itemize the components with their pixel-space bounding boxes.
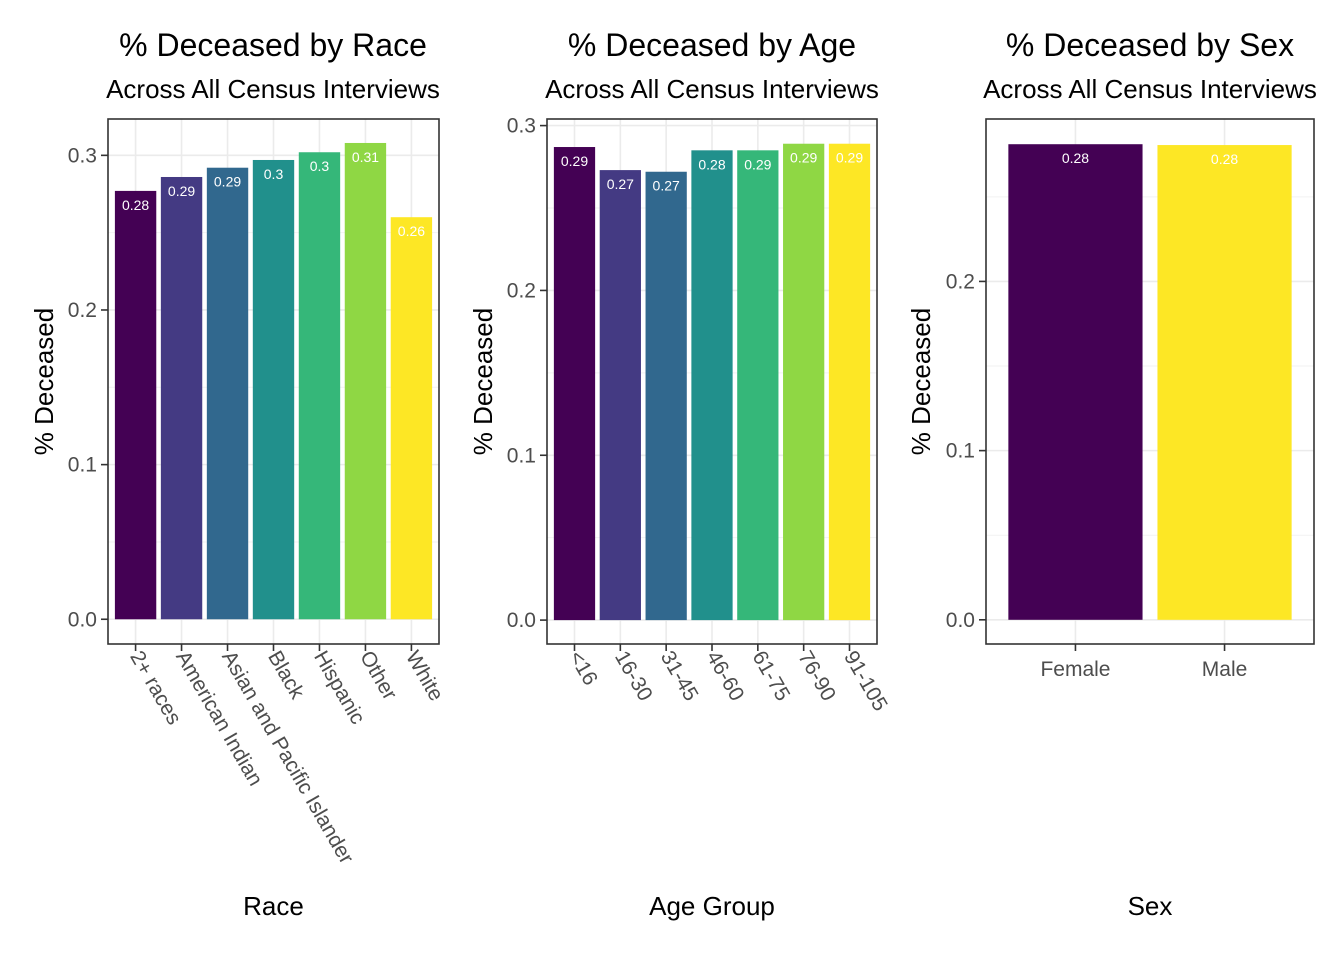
bar-76-90 xyxy=(783,143,825,621)
x-axis-title: Sex xyxy=(1128,891,1173,921)
bar-value-label: 0.26 xyxy=(398,223,425,239)
bar-hispanic xyxy=(298,152,341,620)
x-tick-label: Black xyxy=(263,647,309,703)
y-tick-label: 0.3 xyxy=(68,144,97,167)
chart-title: % Deceased by Age xyxy=(568,27,856,63)
bar-white xyxy=(390,217,433,620)
bar-value-label: 0.27 xyxy=(653,178,680,194)
chart-panel-2: % Deceased by Age Across All Census Inter… xyxy=(468,27,892,921)
x-tick-label: 61-75 xyxy=(748,647,795,705)
chart-panel-1: % Deceased by Race Across All Census Inte… xyxy=(29,27,448,921)
chart-panel-3: % Deceased by Sex Across All Census Inter… xyxy=(906,27,1317,921)
y-tick-label: 0.2 xyxy=(946,270,975,293)
bar-value-label: 0.28 xyxy=(122,197,149,213)
chart-subtitle: Across All Census Interviews xyxy=(106,74,440,104)
y-tick-label: 0.1 xyxy=(946,440,975,463)
y-tick-label: 0.3 xyxy=(507,115,536,138)
bar-91-105 xyxy=(828,143,871,621)
x-tick-label: <16 xyxy=(564,647,602,689)
bar-value-label: 0.29 xyxy=(214,174,241,190)
bar-16-30 xyxy=(599,170,641,621)
y-tick-label: 0.0 xyxy=(68,608,97,631)
y-tick-label: 0.0 xyxy=(946,609,975,632)
x-tick-label: 16-30 xyxy=(610,647,657,705)
chart-subtitle: Across All Census Interviews xyxy=(983,74,1317,104)
bar-black xyxy=(252,159,295,620)
bar-2-races xyxy=(114,190,157,620)
chart-title: % Deceased by Sex xyxy=(1006,27,1294,63)
bar-value-label: 0.28 xyxy=(1211,151,1238,167)
y-axis-title: % Deceased xyxy=(29,308,59,455)
bar-value-label: 0.29 xyxy=(836,150,863,166)
panel-border xyxy=(985,118,1315,645)
bar-46-60 xyxy=(691,150,733,621)
y-tick-label: 0.1 xyxy=(68,454,97,477)
y-tick-label: 0.0 xyxy=(507,609,536,632)
y-axis-title: % Deceased xyxy=(468,308,498,455)
chart-subtitle: Across All Census Interviews xyxy=(545,74,879,104)
bar-female xyxy=(1008,144,1143,620)
x-tick-label: Male xyxy=(1202,658,1248,681)
x-tick-label: 91-105 xyxy=(839,647,892,715)
bar-value-label: 0.29 xyxy=(744,156,771,172)
chart-title: % Deceased by Race xyxy=(119,27,427,63)
x-tick-label: Other xyxy=(355,647,401,704)
y-tick-label: 0.1 xyxy=(507,444,536,467)
x-axis-title: Age Group xyxy=(649,891,775,921)
bar-value-label: 0.28 xyxy=(1062,150,1089,166)
x-tick-label: Female xyxy=(1040,658,1110,681)
bar-value-label: 0.3 xyxy=(310,158,330,174)
bar-value-label: 0.31 xyxy=(352,149,379,165)
bar-value-label: 0.3 xyxy=(264,166,284,182)
x-tick-label: 76-90 xyxy=(793,647,840,705)
bar-male xyxy=(1157,145,1292,620)
bar-other xyxy=(344,142,387,620)
y-tick-label: 0.2 xyxy=(507,279,536,302)
bar-value-label: 0.28 xyxy=(698,156,725,172)
bar-value-label: 0.27 xyxy=(607,176,634,192)
bar--16 xyxy=(553,147,596,621)
x-tick-label: 31-45 xyxy=(656,647,703,705)
y-axis-title: % Deceased xyxy=(906,308,936,455)
bar-value-label: 0.29 xyxy=(561,153,588,169)
bar-31-45 xyxy=(645,171,687,621)
bar-asian-and-pacific-islander xyxy=(206,167,249,620)
bar-value-label: 0.29 xyxy=(790,150,817,166)
bar-american-indian xyxy=(160,176,203,620)
x-tick-label: 46-60 xyxy=(702,647,749,705)
bar-61-75 xyxy=(737,150,779,621)
bar-value-label: 0.29 xyxy=(168,183,195,199)
x-tick-label: White xyxy=(401,647,448,705)
y-tick-label: 0.2 xyxy=(68,299,97,322)
x-axis-title: Race xyxy=(243,891,304,921)
